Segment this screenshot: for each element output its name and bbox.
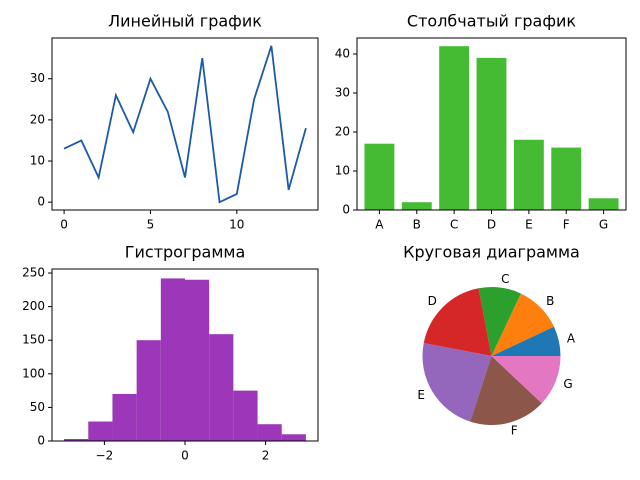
x-tick-label: E <box>525 218 533 232</box>
y-tick-label: 30 <box>335 85 350 99</box>
x-tick-label: 0 <box>181 449 189 463</box>
pie-slice <box>423 288 492 356</box>
histogram-bar <box>257 424 282 441</box>
bar <box>513 139 544 210</box>
histogram-bar <box>64 438 89 441</box>
x-tick-label: −2 <box>96 449 114 463</box>
axes-frame <box>51 37 319 211</box>
y-tick-label: 40 <box>335 46 350 60</box>
y-tick-label: 10 <box>30 154 45 168</box>
pie-label: E <box>417 388 425 402</box>
axes-frame <box>356 37 627 211</box>
pie-slice <box>422 343 492 422</box>
axes-frame <box>51 268 319 442</box>
bar <box>476 57 507 210</box>
pie-label: D <box>428 294 437 308</box>
pie-slice <box>478 287 521 356</box>
histogram-bar <box>209 334 234 441</box>
y-tick-label: 20 <box>335 124 350 138</box>
y-tick-label: 0 <box>37 434 45 448</box>
chart-title: Гистрограмма <box>125 243 246 262</box>
histogram-bar <box>185 279 210 441</box>
bar <box>551 147 582 210</box>
y-tick-label: 0 <box>342 203 350 217</box>
x-tick-label: G <box>599 218 608 232</box>
pie-slice <box>470 356 542 425</box>
y-tick-label: 100 <box>22 366 45 380</box>
pie-label: G <box>563 377 572 391</box>
y-tick-label: 150 <box>22 333 45 347</box>
pie-label: F <box>511 423 518 437</box>
y-tick-label: 200 <box>22 299 45 313</box>
y-tick-label: 30 <box>30 71 45 85</box>
pie-label: A <box>567 332 576 346</box>
histogram-bar <box>233 390 258 441</box>
bar <box>588 198 619 210</box>
x-tick-label: 5 <box>147 218 155 232</box>
y-tick-label: 50 <box>30 400 45 414</box>
pie-slice <box>491 293 554 356</box>
histogram-bar <box>136 340 161 441</box>
bar <box>401 202 432 210</box>
y-tick-label: 250 <box>22 266 45 280</box>
x-tick-label: 10 <box>229 218 244 232</box>
y-tick-label: 0 <box>37 195 45 209</box>
histogram-bar <box>112 393 137 441</box>
line <box>63 45 307 204</box>
histogram-bar <box>281 434 306 441</box>
pie-label: B <box>546 294 554 308</box>
pie-label: C <box>501 272 509 286</box>
chart-title: Столбчатый график <box>407 12 577 31</box>
x-tick-label: B <box>413 218 421 232</box>
x-tick-label: 2 <box>262 449 270 463</box>
pie-slice <box>491 356 561 404</box>
x-tick-label: D <box>487 218 496 232</box>
x-tick-label: C <box>450 218 458 232</box>
x-tick-label: F <box>563 218 570 232</box>
chart-title: Линейный график <box>108 12 262 31</box>
y-tick-label: 20 <box>30 112 45 126</box>
x-tick-label: A <box>375 218 384 232</box>
pie-slice <box>491 326 561 356</box>
bar <box>439 46 470 210</box>
histogram-bar <box>160 278 185 441</box>
chart-title: Круговая диаграмма <box>403 243 580 262</box>
bar <box>364 143 395 210</box>
histogram-bar <box>88 421 113 441</box>
x-tick-label: 0 <box>60 218 68 232</box>
y-tick-label: 10 <box>335 163 350 177</box>
